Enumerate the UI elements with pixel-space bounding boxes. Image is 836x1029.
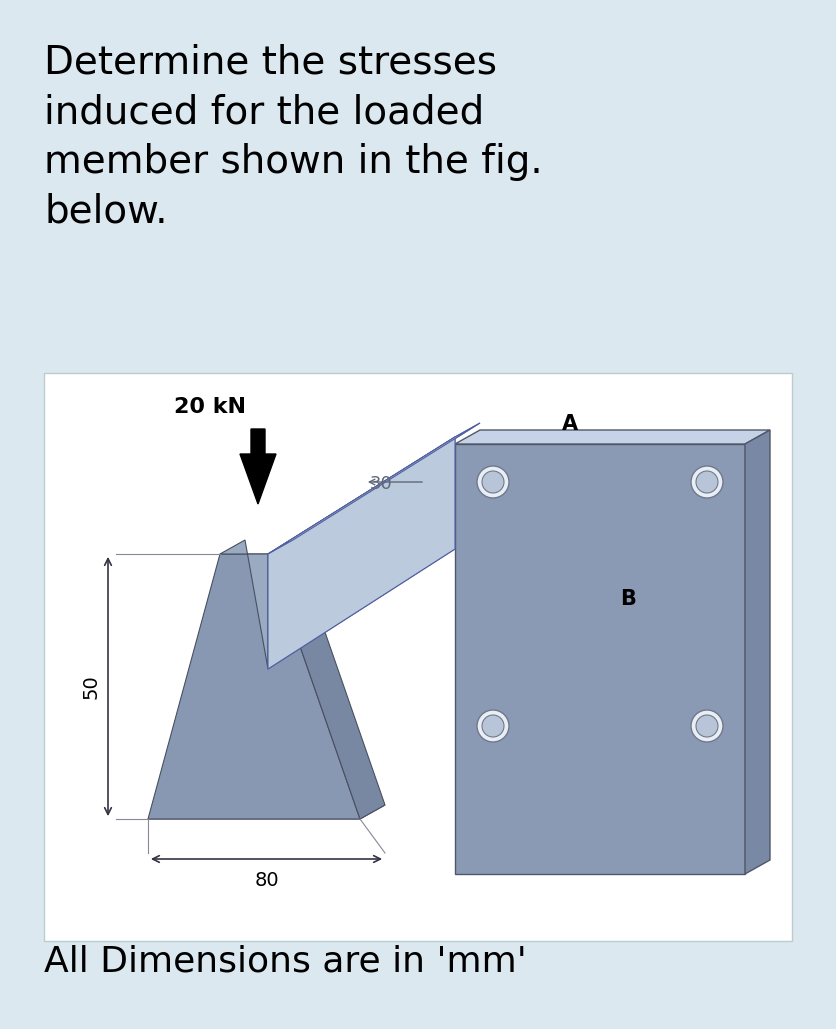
Circle shape bbox=[477, 466, 509, 498]
Polygon shape bbox=[268, 437, 455, 669]
Circle shape bbox=[696, 471, 718, 493]
Polygon shape bbox=[268, 423, 480, 554]
Text: B: B bbox=[620, 589, 636, 609]
Polygon shape bbox=[220, 540, 268, 669]
Text: A: A bbox=[562, 414, 578, 434]
Circle shape bbox=[482, 715, 504, 737]
FancyArrow shape bbox=[240, 429, 276, 504]
Polygon shape bbox=[455, 430, 770, 443]
Text: All Dimensions are in 'mm': All Dimensions are in 'mm' bbox=[44, 945, 527, 979]
Text: 30: 30 bbox=[370, 475, 393, 493]
Text: 20 kN: 20 kN bbox=[174, 397, 246, 417]
Text: 50: 50 bbox=[81, 674, 100, 699]
Circle shape bbox=[691, 466, 723, 498]
Text: 80: 80 bbox=[254, 871, 279, 890]
Polygon shape bbox=[148, 554, 360, 819]
Polygon shape bbox=[268, 540, 385, 819]
Circle shape bbox=[482, 471, 504, 493]
Circle shape bbox=[477, 710, 509, 742]
Circle shape bbox=[696, 715, 718, 737]
Polygon shape bbox=[148, 805, 385, 819]
Polygon shape bbox=[268, 423, 480, 554]
Polygon shape bbox=[745, 430, 770, 874]
Circle shape bbox=[691, 710, 723, 742]
Polygon shape bbox=[268, 437, 455, 669]
FancyBboxPatch shape bbox=[44, 372, 792, 941]
Text: Determine the stresses
induced for the loaded
member shown in the fig.
below.: Determine the stresses induced for the l… bbox=[44, 44, 543, 230]
Polygon shape bbox=[455, 443, 745, 874]
